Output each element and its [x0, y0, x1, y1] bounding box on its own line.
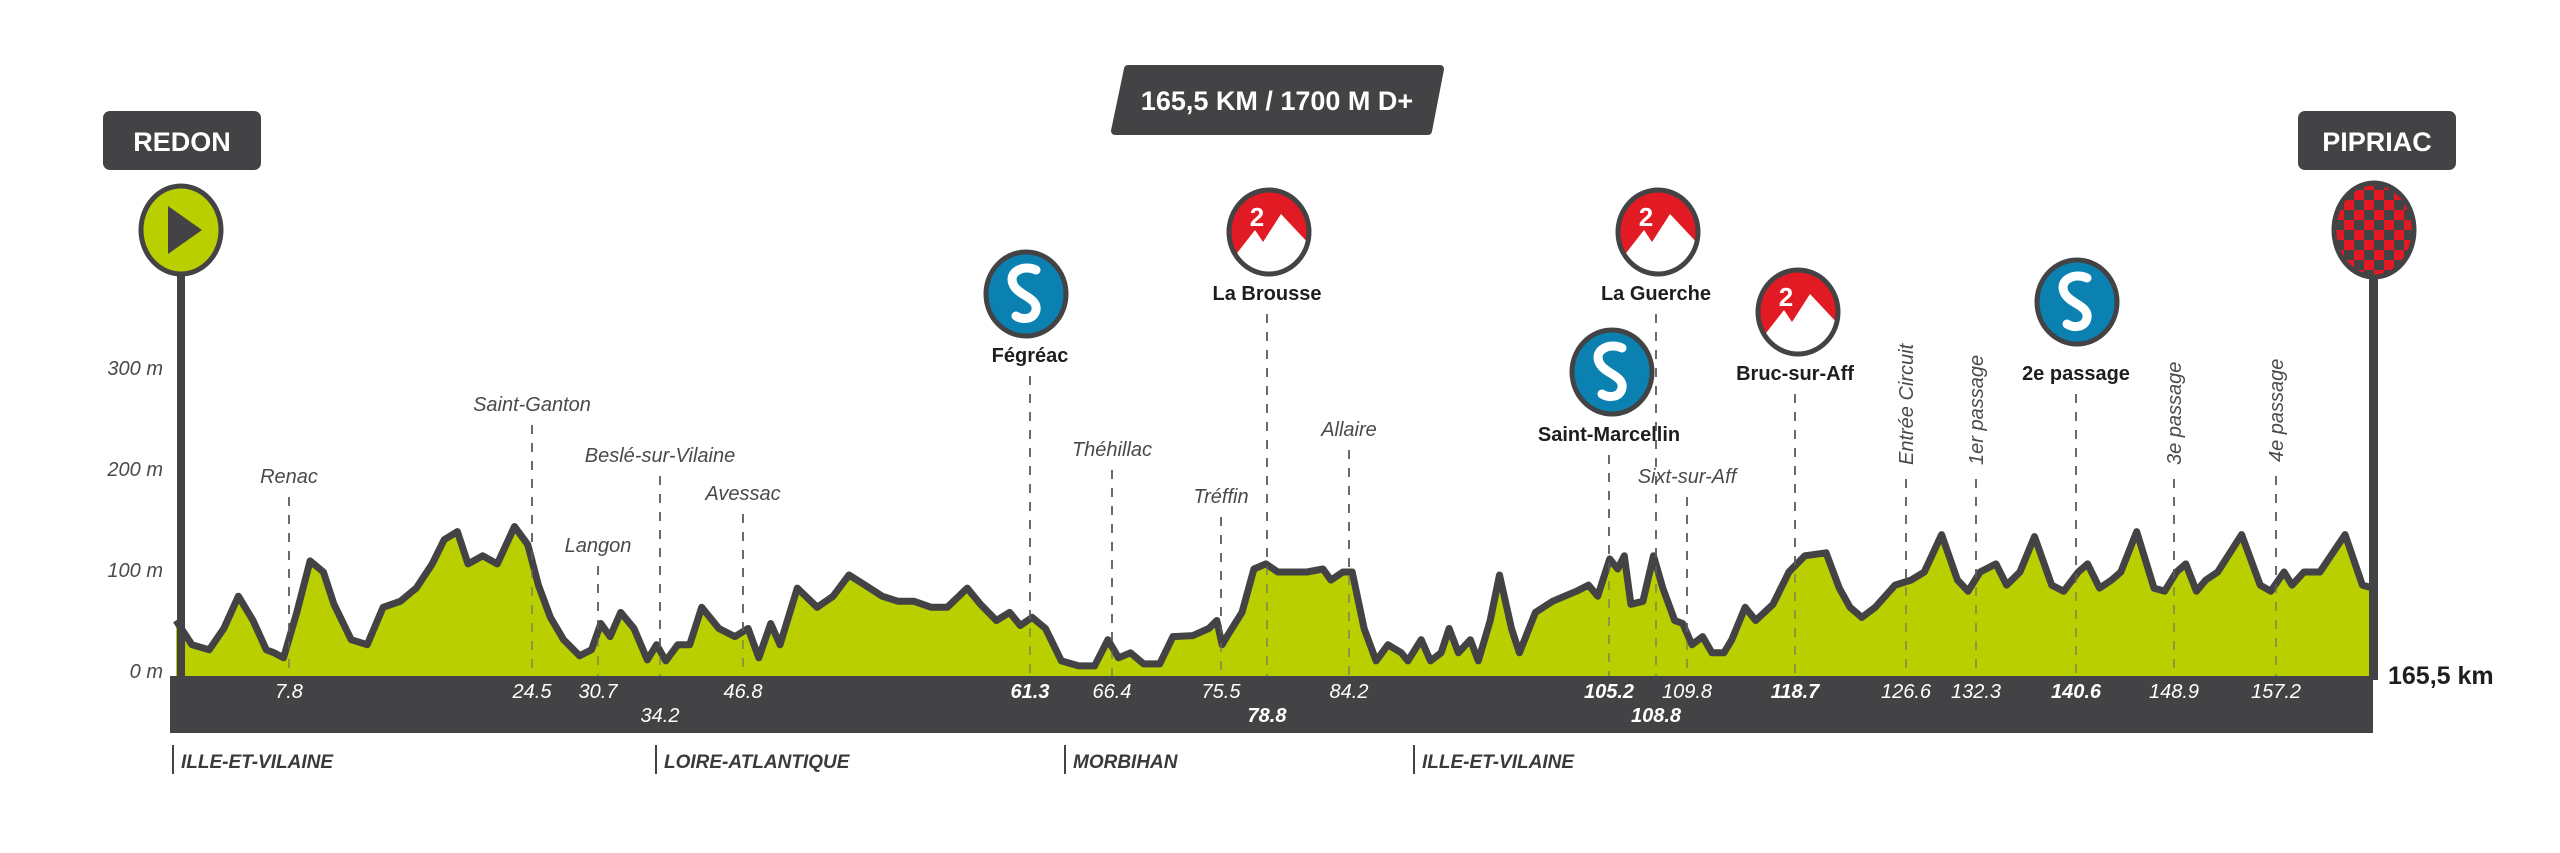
- kom-climb-icon: 2: [1615, 187, 1701, 277]
- km-label: 148.9: [2149, 681, 2199, 703]
- circuit-label: 1er passage: [1966, 355, 1988, 465]
- climb-sprint-label: La Brousse: [1213, 283, 1322, 305]
- finish-town-label: PIPRIAC: [2322, 127, 2432, 157]
- sprint-icon: [983, 249, 1069, 339]
- marker-lines-over-profile: [288, 314, 2277, 676]
- climb-sprint-label: Bruc-sur-Aff: [1736, 363, 1854, 385]
- km-label: 132.3: [1951, 681, 2001, 703]
- elevation-profile-line: [173, 523, 2374, 670]
- km-label: 140.6: [2051, 681, 2102, 703]
- km-label: 108.8: [1631, 705, 1682, 727]
- km-label: 30.7: [579, 681, 619, 703]
- kom-climb-icon: 2: [1226, 187, 1312, 277]
- region-label: LOIRE-ATLANTIQUE: [664, 752, 851, 773]
- km-bar: [170, 676, 2373, 733]
- y-tick-label: 0 m: [130, 661, 163, 683]
- km-label: 105.2: [1584, 681, 1634, 703]
- elevation-profile-fill: [176, 526, 2373, 676]
- kom-climb-icon: 2: [1755, 267, 1841, 357]
- climb-sprint-label: 2e passage: [2022, 363, 2130, 385]
- km-label: 61.3: [1011, 681, 1050, 703]
- y-tick-label: 300 m: [107, 358, 163, 380]
- climb-sprint-icons: 2 2 2: [983, 187, 2120, 417]
- y-tick-label: 200 m: [106, 459, 163, 481]
- distance-elevation-badge: 165,5 KM / 1700 M D+: [1111, 65, 1444, 135]
- town-label: Renac: [260, 466, 318, 488]
- town-label: Langon: [565, 535, 632, 557]
- marker-labels: Renac Saint-Ganton Langon Beslé-sur-Vilaine…: [260, 283, 2288, 557]
- km-label: 118.7: [1771, 681, 1820, 703]
- town-label: Allaire: [1320, 419, 1377, 441]
- y-tick-label: 100 m: [107, 560, 163, 582]
- distance-elevation-text: 165,5 KM / 1700 M D+: [1141, 86, 1413, 116]
- km-labels: 7.8 24.5 30.7 34.2 46.8 61.3 66.4 75.5 78.8 84.2 1…: [275, 681, 2301, 727]
- start-town-label: REDON: [133, 127, 231, 157]
- circuit-label: Entrée Circuit: [1896, 342, 1918, 465]
- kom-category-label: 2: [1779, 282, 1793, 312]
- finish-town-box: PIPRIAC: [2298, 111, 2456, 170]
- km-label: 84.2: [1330, 681, 1369, 703]
- circuit-label: 3e passage: [2164, 362, 2186, 465]
- climb-sprint-label: La Guerche: [1601, 283, 1711, 305]
- sprint-icon: [1569, 327, 1655, 417]
- y-axis: 0 m 100 m 200 m 300 m: [106, 358, 163, 683]
- town-label: Beslé-sur-Vilaine: [585, 445, 735, 467]
- town-label: Tréffin: [1193, 486, 1248, 508]
- km-label: 109.8: [1662, 681, 1712, 703]
- checkered-flag-icon: [2331, 180, 2417, 280]
- climb-sprint-label: Saint-Marcellin: [1538, 424, 1680, 446]
- km-label: 46.8: [724, 681, 763, 703]
- km-label: 34.2: [641, 705, 680, 727]
- play-start-icon: [138, 183, 224, 277]
- regions: ILLE-ET-VILAINE LOIRE-ATLANTIQUE MORBIHAN I…: [172, 745, 1575, 774]
- total-distance-label: 165,5 km: [2388, 662, 2494, 690]
- km-label: 66.4: [1093, 681, 1132, 703]
- town-label: Avessac: [704, 483, 780, 505]
- kom-category-label: 2: [1250, 202, 1264, 232]
- region-label: MORBIHAN: [1073, 752, 1179, 773]
- region-label: ILLE-ET-VILAINE: [181, 752, 334, 773]
- circuit-label: 4e passage: [2266, 359, 2288, 462]
- km-label: 126.6: [1881, 681, 1932, 703]
- start-marker: [138, 183, 224, 676]
- start-town-box: REDON: [103, 111, 261, 170]
- kom-category-label: 2: [1639, 202, 1653, 232]
- km-label: 78.8: [1248, 705, 1288, 727]
- town-label: Sixt-sur-Aff: [1638, 466, 1739, 488]
- km-label: 157.2: [2251, 681, 2301, 703]
- km-label: 7.8: [275, 681, 303, 703]
- climb-sprint-label: Fégréac: [992, 345, 1069, 367]
- town-label: Saint-Ganton: [473, 394, 591, 416]
- sprint-icon: [2034, 257, 2120, 347]
- km-label: 24.5: [512, 681, 553, 703]
- region-label: ILLE-ET-VILAINE: [1422, 752, 1575, 773]
- km-label: 75.5: [1202, 681, 1242, 703]
- town-label: Théhillac: [1072, 439, 1152, 461]
